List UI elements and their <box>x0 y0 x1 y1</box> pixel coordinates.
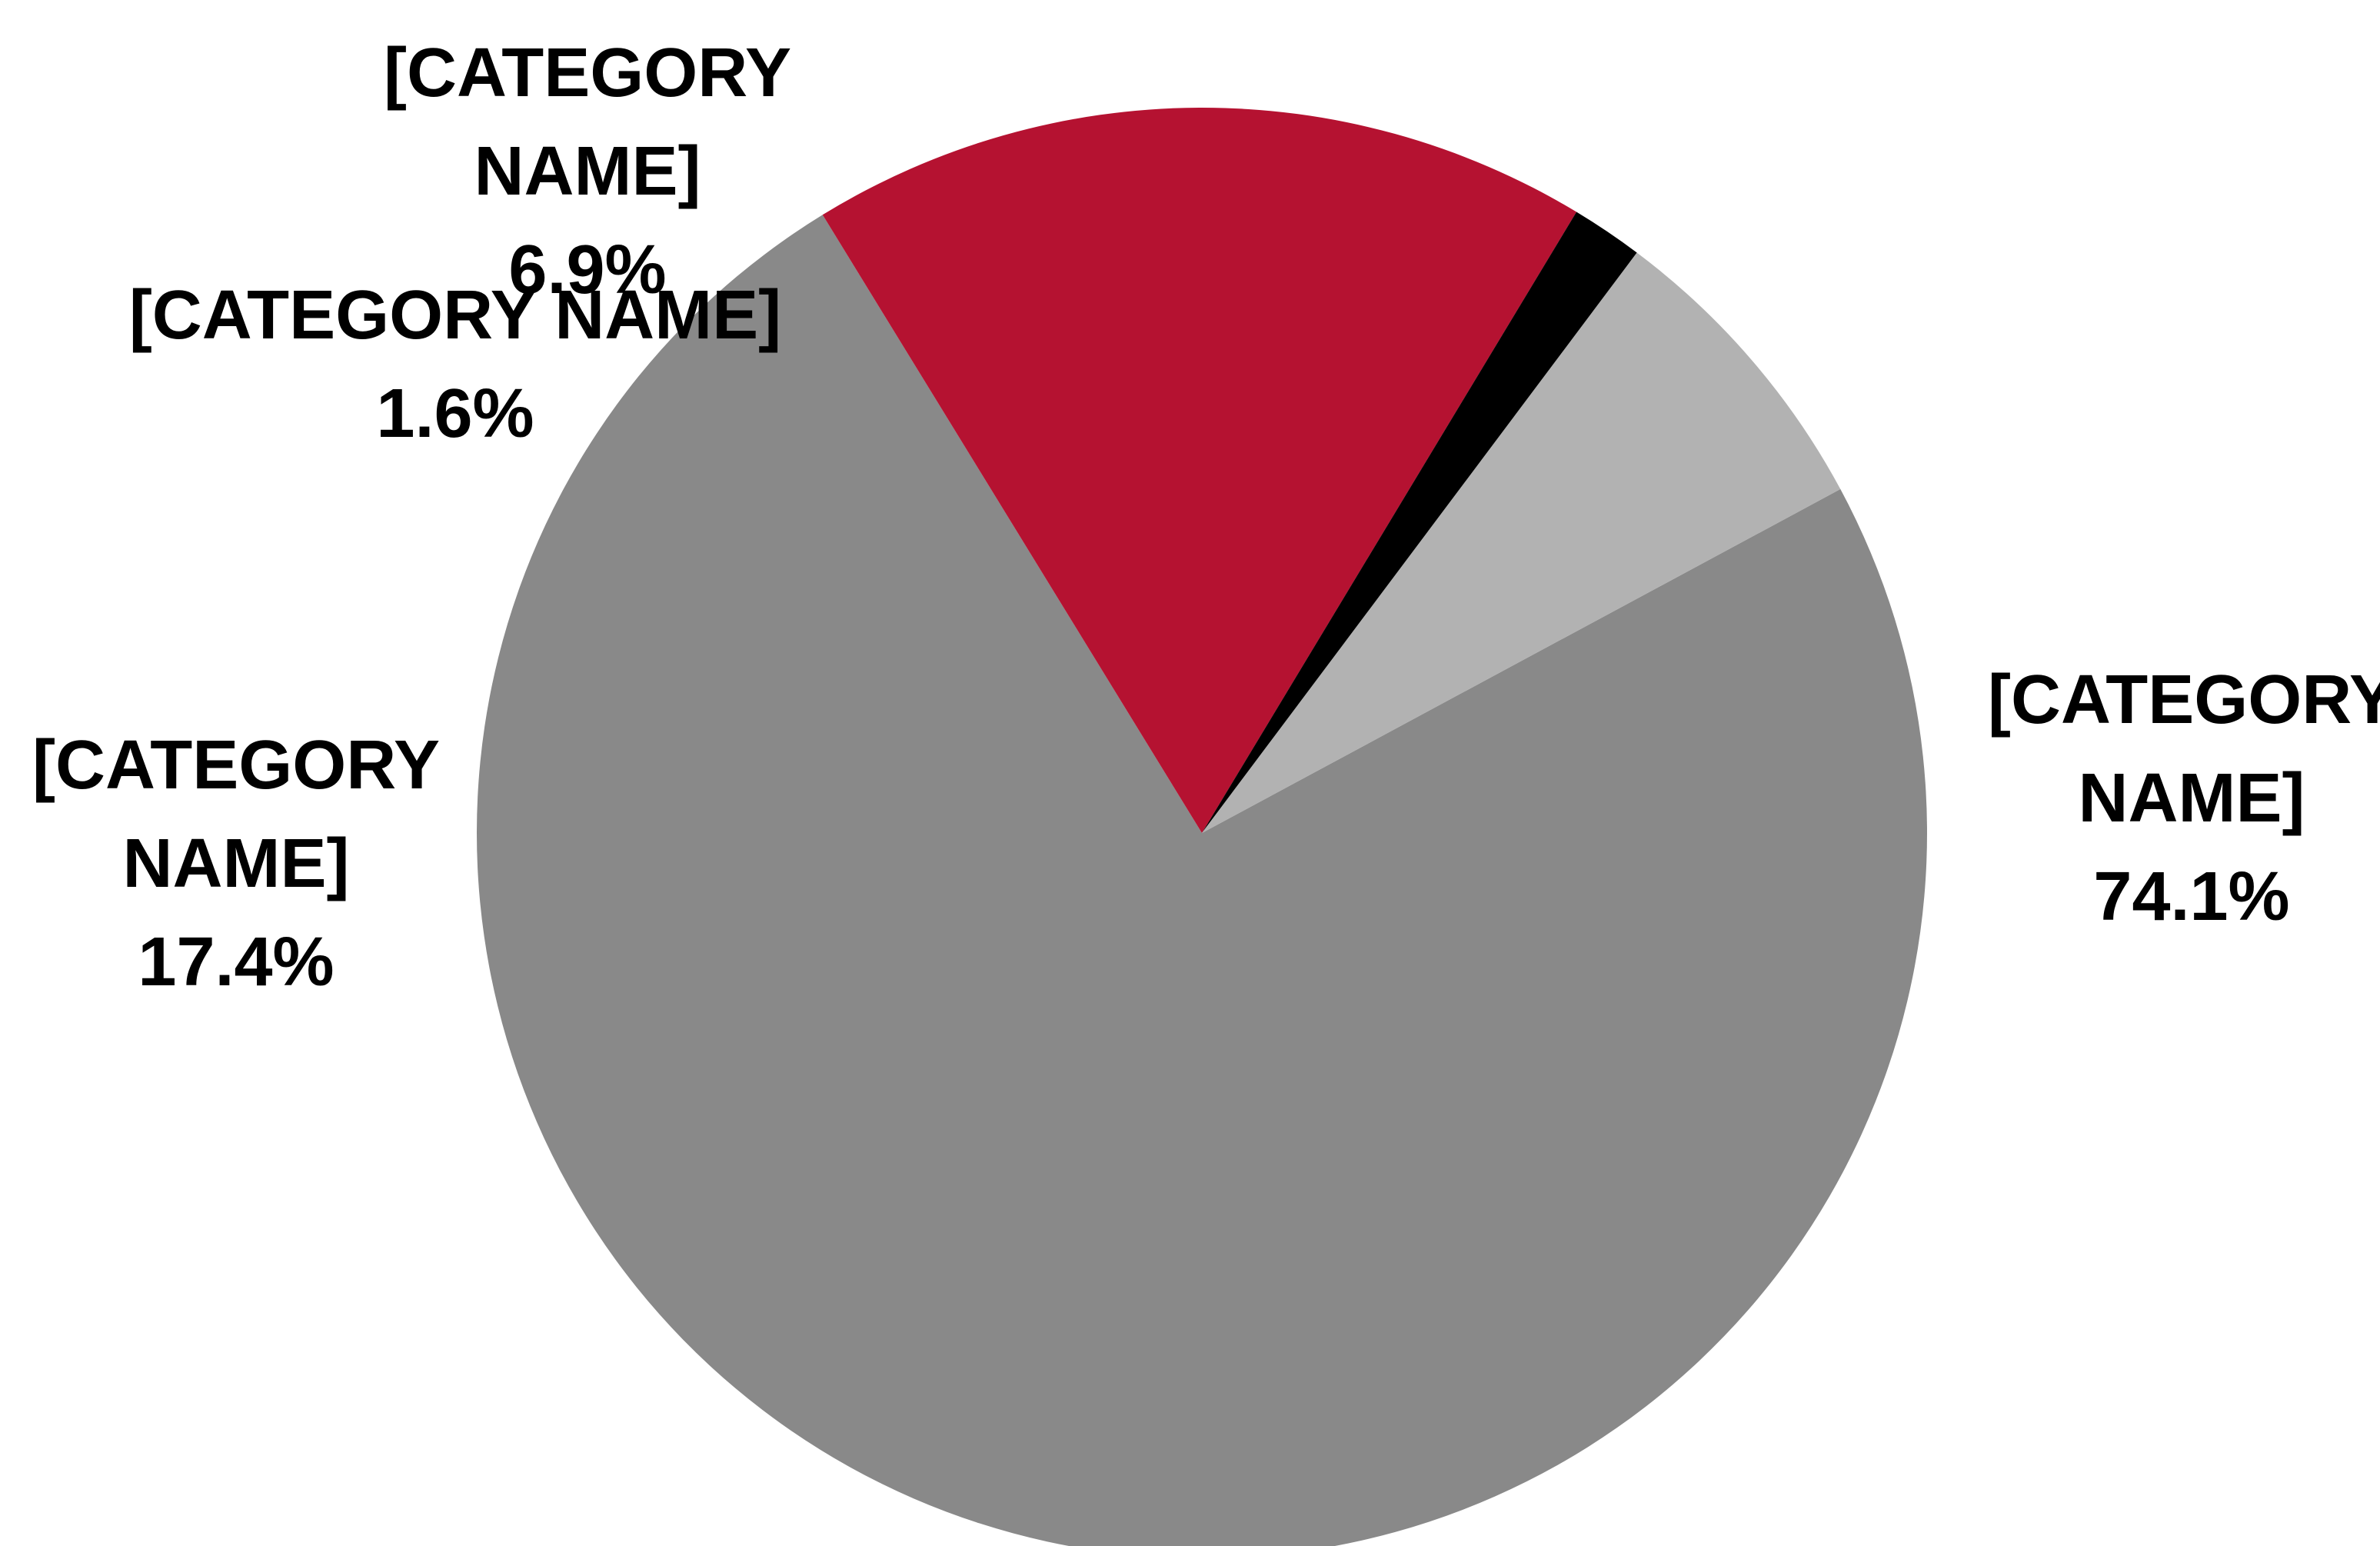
slice-value-label: 17.4% <box>138 924 334 1001</box>
slice-category-label: NAME] <box>2079 760 2305 837</box>
slice-label-1: [CATEGORY NAME] 17.4% <box>32 727 440 1001</box>
slice-value-label: 6.9% <box>508 232 666 308</box>
slice-category-label: [CATEGORY NAME] <box>129 277 781 354</box>
slice-value-label: 74.1% <box>2093 858 2289 935</box>
slice-category-label: [CATEGORY <box>1988 661 2380 738</box>
slice-category-label: [CATEGORY <box>32 727 440 804</box>
pie-slices <box>477 107 1927 1546</box>
pie-slice-3 <box>1202 252 1841 833</box>
slice-label-3: [CATEGORY NAME] 6.9% <box>384 35 791 308</box>
slice-category-label: NAME] <box>123 825 350 902</box>
slice-category-label: [CATEGORY <box>384 35 791 112</box>
slice-value-label: 1.6% <box>376 375 534 452</box>
pie-slice-1 <box>822 107 1577 834</box>
slice-label-2: [CATEGORY NAME] 1.6% <box>129 277 781 452</box>
pie-slice-2 <box>1202 212 1637 833</box>
slice-labels: [CATEGORY NAME] 74.1%[CATEGORY NAME] 17.4%[C… <box>32 35 2380 1001</box>
pie-slice-0 <box>477 215 1927 1546</box>
slice-category-label: NAME] <box>474 133 701 210</box>
slice-label-0: [CATEGORY NAME] 74.1% <box>1988 661 2380 935</box>
